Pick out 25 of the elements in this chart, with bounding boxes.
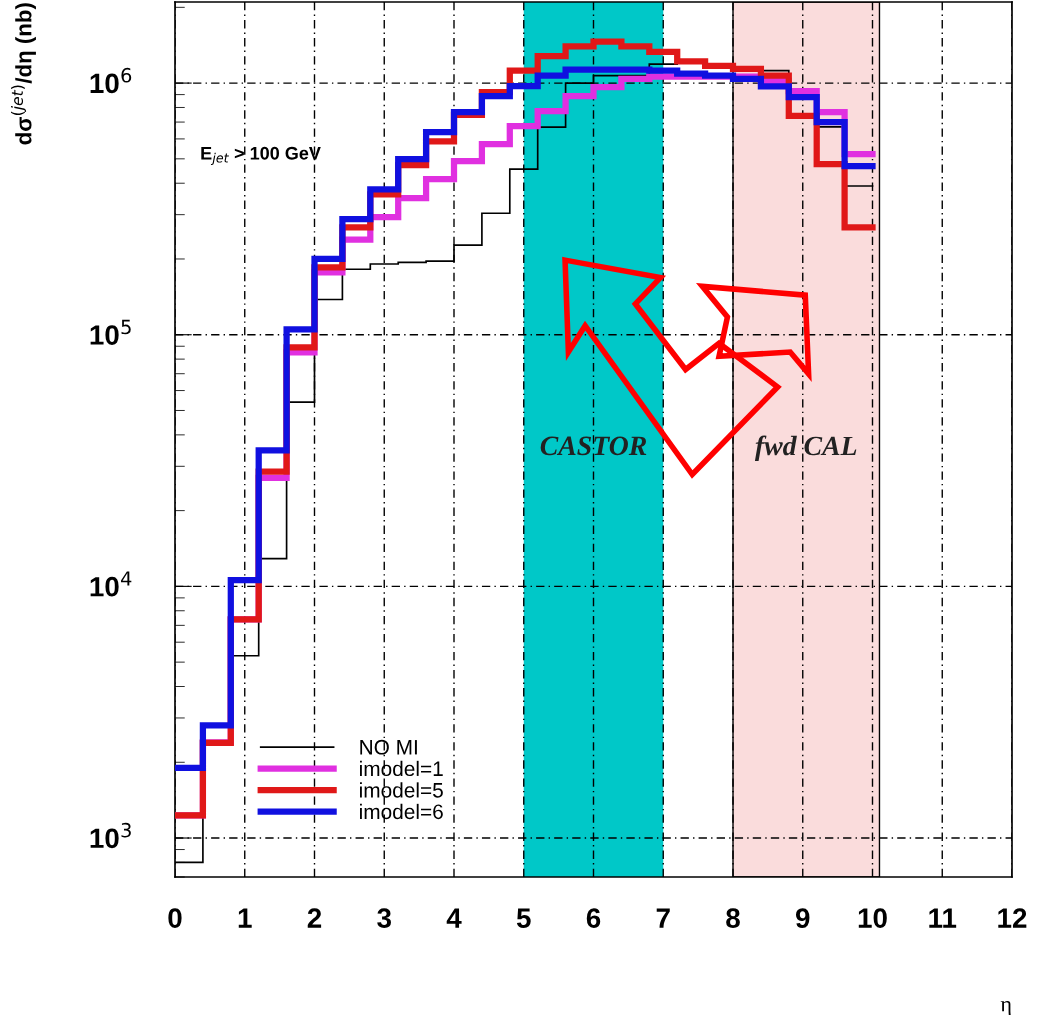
x-tick-label: 9 bbox=[795, 908, 810, 928]
y-tick-label: 10$^{3}$ bbox=[90, 822, 131, 849]
legend-label: imodel=6 bbox=[360, 803, 443, 820]
x-tick-label: 11 bbox=[929, 908, 957, 928]
x-tick-label: 7 bbox=[656, 908, 670, 928]
x-tick-label: 1 bbox=[238, 908, 252, 928]
x-tick-label: 10 bbox=[858, 908, 887, 928]
x-tick-label: 4 bbox=[446, 908, 462, 928]
x-tick-label: 8 bbox=[726, 908, 740, 928]
legend-label: imodel=5 bbox=[360, 782, 443, 798]
annotation: E$_{jet}$ > 100 GeV bbox=[201, 146, 321, 166]
y-tick-label: 10$^{5}$ bbox=[90, 319, 131, 345]
y-tick-label: 10$^{4}$ bbox=[90, 571, 132, 597]
x-tick-label: 0 bbox=[168, 908, 182, 928]
band-label: CASTOR bbox=[540, 436, 647, 456]
legend-label: imodel=1 bbox=[360, 760, 443, 777]
y-axis-title: dσ$^{(jet)}$/dη (nb) bbox=[11, 3, 36, 145]
band-label: fwd CAL bbox=[754, 435, 857, 461]
x-tick-label: 3 bbox=[377, 908, 391, 928]
legend-label: NO MI bbox=[360, 739, 417, 755]
x-tick-label: 6 bbox=[586, 908, 601, 928]
x-tick-label: 12 bbox=[998, 908, 1027, 928]
x-tick-label: 2 bbox=[307, 908, 322, 928]
y-tick-label: 10$^{6}$ bbox=[90, 67, 132, 94]
x-tick-label: 5 bbox=[516, 908, 531, 928]
